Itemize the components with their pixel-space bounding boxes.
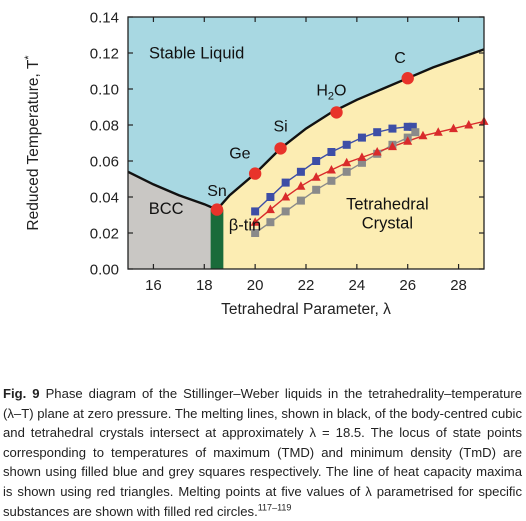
series-0-square-marker [357, 133, 366, 142]
series-0-square-marker [388, 124, 397, 133]
series-0-square-marker [342, 140, 351, 149]
series-1-square-marker [327, 176, 336, 185]
y-tick-label: 0.14 [90, 10, 119, 27]
x-tick-label: 22 [298, 277, 315, 294]
series-2-triangle-marker [311, 172, 321, 181]
figure-caption: Fig. 9 Phase diagram of the Stillinger–We… [3, 384, 522, 521]
series-2-triangle-marker [357, 152, 367, 161]
series-0-square-marker [373, 128, 382, 137]
substance-label-rest: O [334, 82, 346, 99]
phase-diagram-chart: 16 18 20 22 24 26 28 0.00 0.02 0.04 0.06 0.08 0.10 0.… [23, 10, 489, 318]
series-2-triangle-marker [326, 165, 336, 174]
series-2-triangle-marker [464, 120, 474, 129]
series-3-circle-marker [401, 72, 414, 85]
series-1-square-marker [266, 218, 275, 227]
substance-label: Si [273, 118, 287, 135]
beta-tin-label: β-tin [229, 216, 261, 234]
bcc-region [128, 171, 217, 269]
tetrahedral-label-line1: Tetrahedral [346, 196, 429, 214]
series-2-triangle-marker [372, 147, 382, 156]
x-tick-label: 28 [450, 277, 467, 294]
x-tick-label: 16 [145, 277, 162, 294]
series-1-square-marker [251, 229, 260, 237]
series-1-square-marker [342, 167, 351, 176]
x-axis-title: Tetrahedral Parameter, λ [221, 301, 391, 318]
series-2-triangle-marker [342, 157, 352, 167]
x-tick-label: 20 [247, 277, 264, 294]
x-tick-label: 26 [399, 277, 416, 294]
caption-figure-label: Fig. 9 [3, 386, 40, 401]
series-2-triangle-marker [403, 136, 413, 145]
series-2-triangle-marker [387, 141, 397, 151]
series-0-square-marker [327, 148, 336, 156]
series-2-triangle-marker [418, 130, 428, 140]
bcc-label: BCC [149, 200, 184, 218]
series-1-square-marker [312, 185, 321, 194]
series-0-square-marker [281, 178, 290, 187]
y-tick-label: 0.12 [90, 46, 119, 63]
series-2-triangle-marker [281, 192, 291, 201]
tetrahedral-label-line2: Crystal [362, 215, 413, 233]
y-tick-label: 0.02 [90, 226, 119, 243]
series-3-circle-marker [330, 106, 343, 119]
substance-label-subscript: 2 [328, 90, 334, 102]
y-tick-label: 0.10 [90, 82, 119, 99]
bcc-melting-line [128, 170, 218, 211]
y-axis-title: Reduced Temperature, T* [23, 55, 42, 231]
y-tick-label: 0.00 [90, 262, 119, 279]
x-tick-label: 18 [196, 277, 213, 294]
substance-label: H2O [316, 82, 346, 102]
series-1-square-marker [411, 128, 420, 137]
series-2-triangle-marker [296, 181, 306, 190]
y-axis-title-superscript: * [23, 55, 35, 60]
substance-label: C [394, 50, 406, 67]
series-0-square-marker [403, 122, 412, 131]
series-0-square-marker [312, 157, 321, 165]
series-2-triangle-marker [250, 217, 260, 226]
substance-label: Sn [207, 183, 227, 200]
beta-tin-region [210, 209, 224, 269]
series-1-square-marker [296, 196, 305, 205]
series-1-square-marker [281, 207, 290, 216]
series-2-triangle-marker [265, 204, 275, 214]
series-3-circle-marker [210, 203, 224, 216]
series-3-circle-marker [248, 167, 262, 180]
series-2-triangle-marker [448, 123, 458, 133]
series-0-square-marker [266, 193, 275, 201]
stable-liquid-label: Stable Liquid [149, 44, 244, 62]
series-line-2 [254, 120, 484, 223]
series-0-square-marker [408, 122, 417, 131]
series-1-square-marker [357, 158, 366, 167]
caption-text: Phase diagram of the Stillinger–Weber li… [3, 386, 522, 519]
phase-diagram-figure: 16 18 20 22 24 26 28 0.00 0.02 0.04 0.06 0.08 0.10 0.… [23, 10, 489, 318]
y-tick-label: 0.06 [90, 154, 119, 171]
series-3-circle-marker [274, 142, 287, 155]
series-0-square-marker [296, 167, 305, 176]
substance-label: Ge [229, 145, 250, 162]
x-tick-label: 24 [349, 277, 366, 294]
y-tick-label: 0.04 [90, 190, 119, 207]
series-2-triangle-marker [433, 127, 443, 136]
series-0-square-marker [251, 207, 260, 216]
y-tick-label: 0.08 [90, 118, 119, 135]
